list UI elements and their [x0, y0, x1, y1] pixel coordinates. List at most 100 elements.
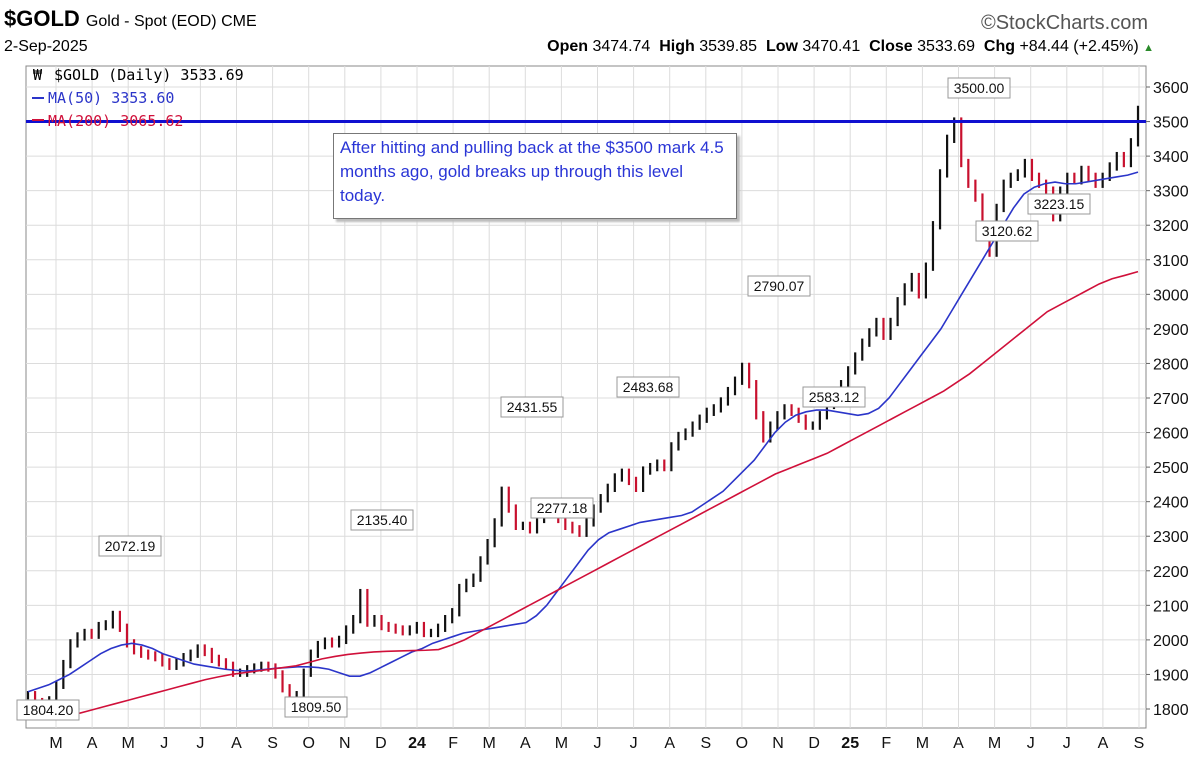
y-tick-label: 2900 [1153, 322, 1189, 339]
annotation-label: 1804.20 [23, 702, 74, 718]
x-axis: M A M J J A S O N D 24 F M A M J J A S O N D 25 F M A M J J A S [49, 735, 1144, 752]
annotation-label: 3120.62 [982, 223, 1033, 239]
annotation-mark: 1804.20 [16, 699, 80, 721]
y-tick-label: 2300 [1153, 529, 1189, 546]
low-label: Low [765, 38, 798, 55]
annotation-mark: 2790.07 [747, 275, 811, 297]
x-tick-label: O [302, 735, 314, 752]
high-value: 3539.85 [699, 38, 758, 55]
x-tick-label: D [808, 735, 820, 752]
chg-value: +84.44 (+2.45%) [1019, 38, 1139, 55]
x-tick-label: 25 [841, 735, 859, 752]
x-tick-label: F [881, 735, 891, 752]
annotation-label: 2790.07 [754, 278, 805, 294]
legend-main: $GOLD (Daily) 3533.69 [54, 66, 244, 84]
quote-date: 2-Sep-2025 [4, 38, 88, 55]
annotation-marks: 1804.20 2072.19 1809.50 2135.40 2431.55 2277.… [16, 77, 1091, 721]
annotation-box [802, 386, 866, 408]
x-tick-label: J [594, 735, 602, 752]
x-tick-label: M [916, 735, 929, 752]
x-tick-label: J [196, 735, 204, 752]
chart-header-title: $GOLD Gold - Spot (EOD) CME [4, 6, 257, 32]
annotation-label: 3223.15 [1034, 196, 1085, 212]
annotation-label: 2072.19 [105, 538, 156, 554]
x-tick-label: N [339, 735, 351, 752]
y-tick-label: 3300 [1153, 184, 1189, 201]
x-tick-label: M [49, 735, 62, 752]
y-tick-label: 3200 [1153, 218, 1189, 235]
y-tick-label: 2800 [1153, 356, 1189, 373]
open-label: Open [547, 38, 589, 55]
x-tick-label: N [772, 735, 784, 752]
y-tick-label: 2700 [1153, 391, 1189, 408]
y-tick-label: 1800 [1153, 702, 1189, 719]
ma200-line [49, 270, 1139, 721]
annotation-mark: 3120.62 [975, 220, 1039, 242]
annotation-label: 2483.68 [623, 379, 674, 395]
annotation-box [500, 396, 564, 418]
x-tick-label: 24 [408, 735, 426, 752]
y-tick-label: 2100 [1153, 598, 1189, 615]
x-tick-label: O [736, 735, 748, 752]
up-arrow-icon: ▲ [1143, 42, 1154, 54]
legend-main-icon: ₩ [33, 66, 43, 84]
annotation-label: 1809.50 [291, 699, 342, 715]
ohlc-values: Open 3474.74 High 3539.85 Low 3470.41 Cl… [547, 38, 1154, 56]
y-tick-label: 2400 [1153, 495, 1189, 512]
y-tick-label: 2200 [1153, 564, 1189, 581]
chg-label: Chg [983, 38, 1015, 55]
close-value: 3533.69 [917, 38, 975, 55]
x-tick-label: A [664, 735, 675, 752]
x-tick-label: J [1063, 735, 1071, 752]
annotation-mark: 3500.00 [947, 77, 1011, 99]
annotation-mark: 2277.18 [530, 497, 594, 519]
x-tick-label: A [520, 735, 531, 752]
annotation-box [1027, 193, 1091, 215]
open-value: 3474.74 [592, 38, 651, 55]
y-tick-label: 3600 [1153, 80, 1189, 97]
x-tick-label: A [231, 735, 242, 752]
high-label: High [659, 38, 695, 55]
annotation-box [284, 696, 348, 718]
x-tick-label: J [630, 735, 638, 752]
x-tick-label: D [375, 735, 387, 752]
x-tick-label: S [267, 735, 278, 752]
low-value: 3470.41 [802, 38, 861, 55]
y-tick-label: 2000 [1153, 633, 1189, 650]
legend-ma50: MA(50) 3353.60 [48, 89, 174, 107]
symbol: $GOLD [4, 6, 80, 31]
annotation-box [616, 376, 680, 398]
annotation-note: After hitting and pulling back at the $3… [333, 133, 737, 219]
x-tick-label: F [448, 735, 458, 752]
x-tick-label: A [87, 735, 98, 752]
annotation-mark: 2072.19 [98, 535, 162, 557]
annotation-label: 3500.00 [954, 80, 1005, 96]
annotation-label: 2583.12 [809, 389, 860, 405]
annotation-label: 2277.18 [537, 500, 588, 516]
annotation-box [16, 699, 80, 721]
annotation-mark: 2583.12 [802, 386, 866, 408]
x-tick-label: S [700, 735, 711, 752]
y-tick-label: 3100 [1153, 253, 1189, 270]
x-tick-label: S [1134, 735, 1145, 752]
instrument-name: Gold - Spot (EOD) CME [85, 13, 257, 30]
x-tick-label: J [160, 735, 168, 752]
x-tick-label: M [555, 735, 568, 752]
brand-logo: ©StockCharts.com [980, 12, 1148, 34]
legend-ma200: MA(200) 3065.62 [48, 112, 183, 130]
x-tick-label: M [122, 735, 135, 752]
annotation-box [350, 509, 414, 531]
annotation-box [747, 275, 811, 297]
close-label: Close [869, 38, 913, 55]
annotation-box [98, 535, 162, 557]
annotation-label: 2431.55 [507, 399, 558, 415]
y-axis: 1800 1900 2000 2100 2200 2300 2400 2500 2600 2700… [1146, 80, 1189, 719]
annotation-mark: 3223.15 [1027, 193, 1091, 215]
legend: ₩ $GOLD (Daily) 3533.69 MA(50) 3353.60 M… [32, 66, 244, 130]
y-tick-label: 3500 [1153, 115, 1189, 132]
annotation-mark: 2431.55 [500, 396, 564, 418]
annotation-box [530, 497, 594, 519]
annotation-box [947, 77, 1011, 99]
x-tick-label: A [1098, 735, 1109, 752]
